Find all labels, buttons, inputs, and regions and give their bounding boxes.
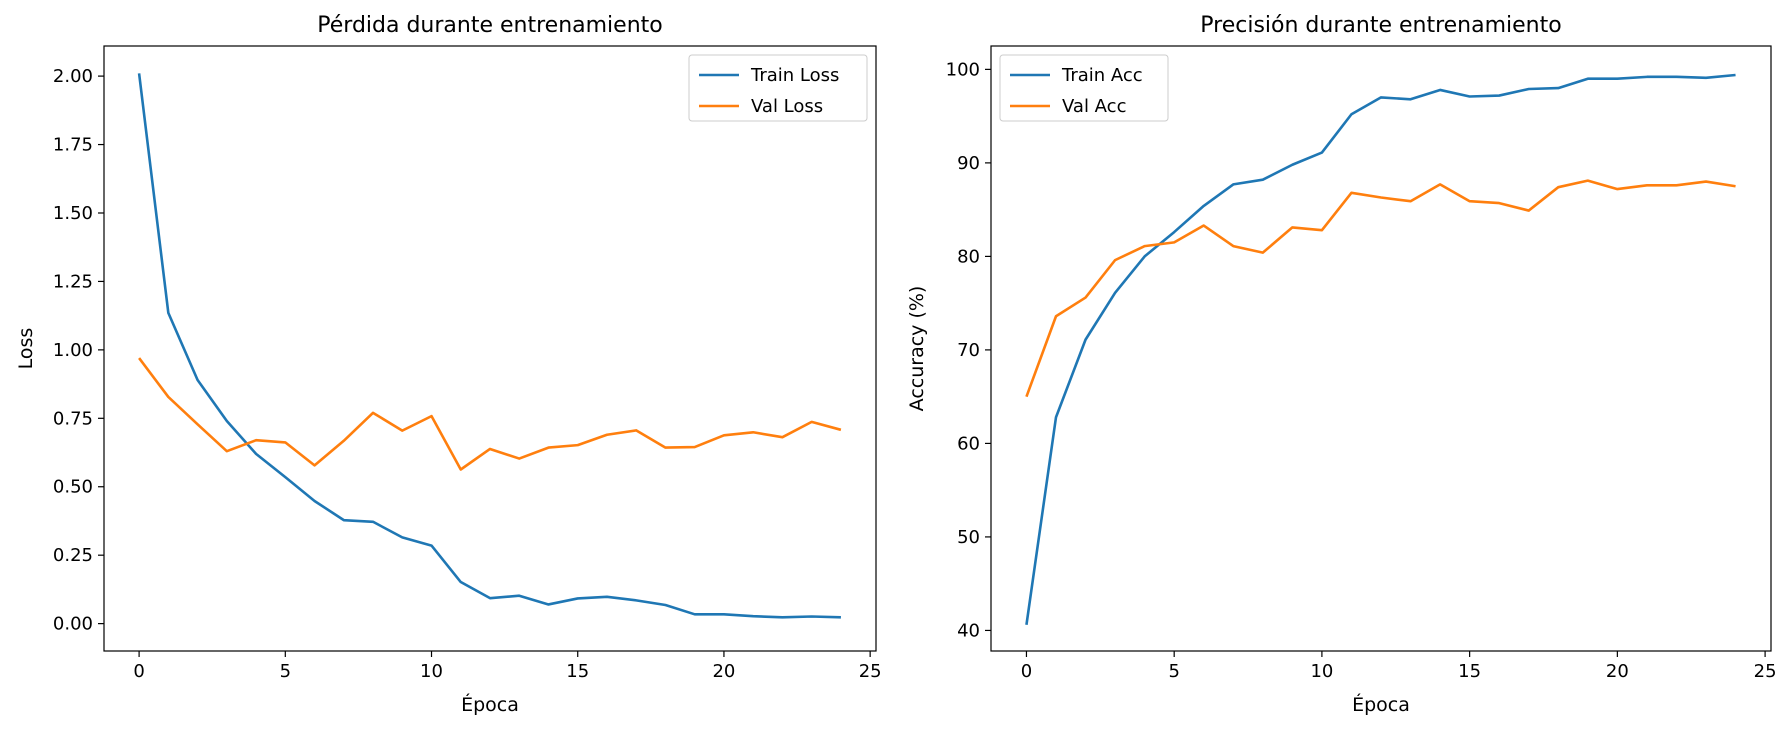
- loss-chart: Pérdida durante entrenamiento 0 5 10 15 20 25 0…: [15, 13, 882, 716]
- x-tick-label: 20: [712, 661, 735, 682]
- y-axis-label: Accuracy (%): [906, 286, 928, 412]
- y-tick-label: 70: [957, 340, 980, 361]
- y-axis-label: Loss: [15, 328, 37, 370]
- plot-frame: [103, 45, 877, 652]
- y-tick-label: 0.75: [53, 408, 93, 429]
- y-tick-label: 1.25: [53, 271, 93, 292]
- x-tick-label: 25: [1754, 661, 1777, 682]
- y-tick-label: 0.00: [53, 614, 93, 635]
- y-tick-label: 1.50: [53, 203, 93, 224]
- x-tick-label: 5: [1168, 661, 1179, 682]
- y-tick-label: 1.00: [53, 340, 93, 361]
- legend-label: Train Loss: [750, 65, 839, 86]
- x-tick-label: 25: [859, 661, 882, 682]
- legend: Train Acc Val Acc: [999, 54, 1169, 122]
- series-line-val-loss: [138, 357, 842, 471]
- y-tick-label: 50: [957, 527, 980, 548]
- legend-label: Val Acc: [1062, 96, 1126, 117]
- series-line-train-acc: [1025, 73, 1736, 626]
- legend-box: [688, 54, 868, 122]
- legend-box: [999, 54, 1169, 122]
- x-tick-label: 10: [420, 661, 443, 682]
- y-tick-label: 2.00: [53, 66, 93, 87]
- y-tick-label: 0.25: [53, 545, 93, 566]
- y-tick-label: 80: [957, 246, 980, 267]
- x-tick-label: 0: [1021, 661, 1032, 682]
- x-tick-label: 15: [1458, 661, 1481, 682]
- legend-label: Val Loss: [751, 96, 823, 117]
- y-tick-label: 1.75: [53, 135, 93, 156]
- plot-frame: [990, 45, 1772, 652]
- chart-title: Pérdida durante entrenamiento: [317, 13, 662, 38]
- x-tick-label: 5: [280, 661, 291, 682]
- accuracy-chart: Precisión durante entrenamiento 0 5 10 15 20 2…: [906, 13, 1777, 716]
- legend: Train Loss Val Loss: [688, 54, 868, 122]
- y-tick-label: 40: [957, 620, 980, 641]
- x-axis-label: Época: [461, 693, 519, 716]
- x-tick-label: 20: [1606, 661, 1629, 682]
- series-line-val-acc: [1025, 179, 1736, 398]
- y-tick-label: 60: [957, 433, 980, 454]
- y-tick-label: 90: [957, 153, 980, 174]
- series-line-train-loss: [137, 73, 841, 619]
- x-tick-label: 10: [1310, 661, 1333, 682]
- x-axis-label: Época: [1352, 693, 1410, 716]
- x-tick-label: 0: [133, 661, 144, 682]
- y-tick-label: 100: [946, 59, 980, 80]
- y-tick-label: 0.50: [53, 477, 93, 498]
- legend-label: Train Acc: [1061, 65, 1143, 86]
- chart-title: Precisión durante entrenamiento: [1200, 13, 1561, 38]
- x-tick-label: 15: [566, 661, 589, 682]
